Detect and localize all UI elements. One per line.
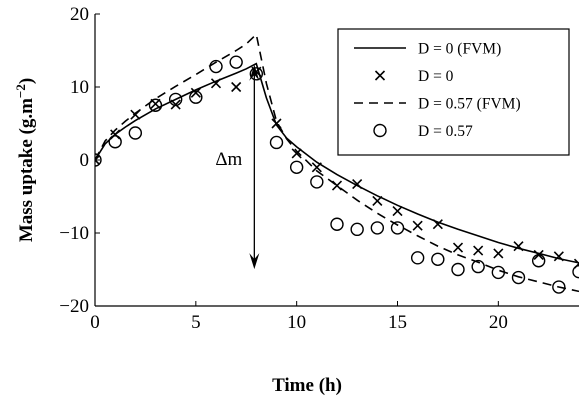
series-3-point-15 [390,221,405,235]
legend-label-1: D = 0 [418,68,454,85]
x-axis-title: Time (h) [272,375,342,396]
legend: D = 0 (FVM) D = 0 D = 0.57 (FVM) D = 0.57 [337,28,570,156]
delta-arrow-head-down [249,253,260,270]
series-3-point-8 [249,67,264,81]
legend-swatch-1 [374,70,386,81]
series-3-point-22 [531,254,546,268]
series-1-point-11 [311,162,322,173]
series-3-point-7 [229,55,243,69]
delta-m-label: Δm [215,149,242,170]
series-1-point-1 [110,129,121,140]
series-3-point-1 [108,135,122,149]
series-3-point-3 [148,98,163,112]
series-3-point-2 [128,126,143,140]
series-3-point-18 [451,262,465,277]
legend-label-2: D = 0.57 (FVM) [418,96,521,113]
series-1-point-16 [412,220,423,231]
series-3-point-16 [410,251,425,265]
series-1-point-17 [432,219,443,230]
series-3-point-20 [491,265,506,280]
series-3-point-11 [310,175,324,189]
x-tick-label-0: 0 [90,312,100,333]
series-3-point-10 [289,160,304,175]
series-1-point-13 [352,179,363,190]
legend-box [337,28,570,156]
series-3-point-0 [95,153,102,167]
x-tick-label-4: 20 [489,312,508,333]
y-tick-label-2: 0 [80,150,90,171]
series-3-point-12 [330,217,344,231]
y-tick-label-4: 20 [70,4,89,25]
series-1-point-15 [392,206,403,217]
series-1-point-20 [493,248,504,259]
series-1-point-0 [95,154,101,166]
series-3-point-21 [511,270,526,285]
series-1-point-18 [452,242,464,253]
x-tick-label-2: 10 [287,312,306,333]
y-tick-label-1: −10 [59,223,89,244]
series-3-point-19 [471,259,485,274]
series-3-point-14 [370,221,385,235]
legend-label-3: D = 0.57 [418,123,473,140]
series-3-point-6 [209,59,223,74]
series-layer [95,32,579,294]
series-1-point-7 [231,81,242,93]
series-3-point-4 [168,92,183,107]
delta-arrow-head-up [249,64,260,81]
series-1-point-4 [170,99,181,110]
series-3-point-13 [350,222,364,237]
series-3-point-23 [552,280,566,294]
x-tick-label-3: 15 [388,312,407,333]
series-3-point-17 [431,252,445,266]
x-tick-label-1: 5 [191,312,201,333]
legend-label-0: D = 0 (FVM) [418,41,501,58]
series-3-point-5 [189,90,203,104]
series-1-point-21 [513,241,524,252]
legend-swatch-3 [373,123,387,138]
y-axis-title: Mass uptake (g.m−2) [13,78,37,242]
y-tick-label-0: −20 [59,296,89,317]
series-3-point-24 [572,264,579,279]
series-3-point-9 [269,135,284,150]
axes-layer: 0 5 10 15 20 −20 −10 0 10 20 Time (h) Mass uptake (… [13,4,579,396]
y-tick-label-3: 10 [70,77,89,98]
series-1-point-10 [291,148,302,159]
annotation-layer: Δm [215,64,260,270]
series-1-point-6 [210,78,222,89]
series-1-point-19 [473,245,484,256]
series-1-point-23 [553,251,564,262]
series-1-point-5 [190,87,201,98]
series-1-point-14 [372,195,383,206]
